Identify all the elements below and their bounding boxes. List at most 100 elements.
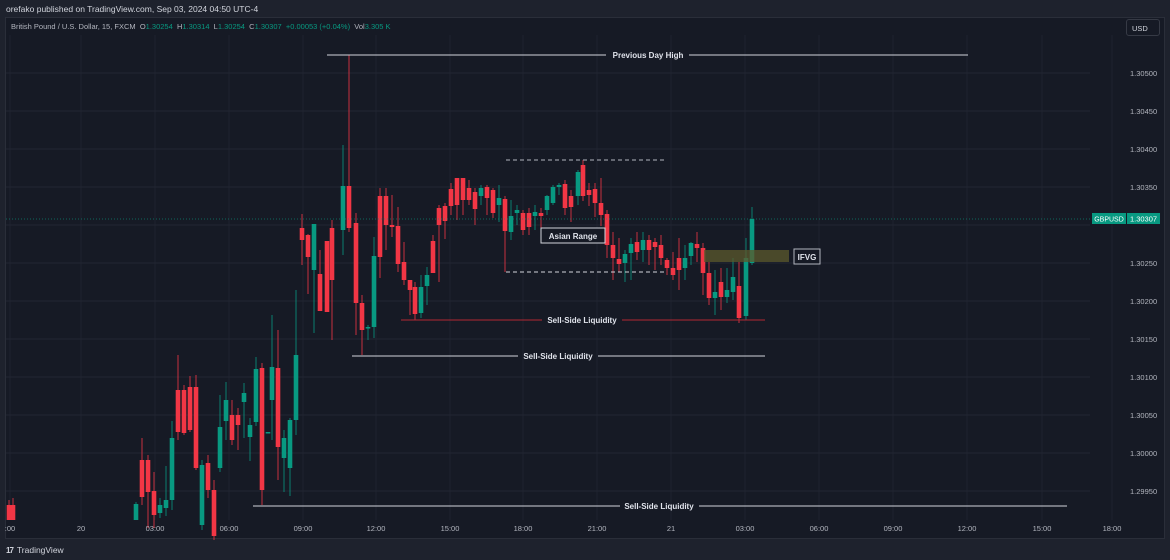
candle [217,395,223,472]
time-tick: 18:00 [1103,524,1122,533]
candle [401,242,407,285]
candle [712,270,718,315]
volume-value: 3.305 K [364,22,391,31]
candle [442,203,448,239]
candle [235,408,241,450]
candle [730,258,736,300]
symbol-description: British Pound / U.S. Dollar, 15, FXCM [11,22,136,31]
candle [418,275,424,318]
time-tick: 21 [667,524,675,533]
candle [389,195,395,237]
asian-range-label: Asian Range [549,232,598,241]
change-value: +0.00053 (+0.04%) [285,22,351,31]
candle [10,498,16,520]
candle [634,232,640,260]
symbol-badge-label: GBPUSD [1094,217,1124,224]
candle [508,200,514,240]
candle [187,376,193,432]
footer [0,540,1170,560]
candle [448,183,454,215]
price-tick: 1.30050 [1130,411,1157,420]
candle [586,183,592,206]
candle [550,185,556,205]
candle [353,213,359,335]
asian-range-box [540,227,606,244]
candle [682,245,688,280]
price-axis: 1.30500 1.30450 1.30400 1.30350 1.30250 1.302… [1130,69,1157,496]
candle [145,455,151,528]
candle [532,205,538,230]
candle [359,295,365,355]
candle [718,268,724,310]
publish-info: orefako published on TradingView.com, Se… [0,0,1170,18]
candle [562,180,568,215]
candle [205,455,211,498]
candle [478,185,484,205]
candle [293,290,299,435]
candle [610,232,616,280]
candle [460,178,466,215]
time-tick: 03:00 [146,524,165,533]
ifvg-zone [704,250,789,262]
candle [646,235,652,265]
price-tick: 1.30100 [1130,373,1157,382]
time-tick: 20 [77,524,85,533]
candle [520,210,526,235]
candle [211,480,217,540]
candle [670,252,676,280]
candle [676,238,682,290]
time-tick: :00 [5,524,15,533]
time-tick: 15:00 [1033,524,1052,533]
candle [664,258,670,275]
price-tick: 1.30450 [1130,107,1157,116]
candle [700,243,706,295]
drawings: Previous Day High Asian Range IFVG Sell-… [6,51,1090,511]
price-tick: 1.30500 [1130,69,1157,78]
high-value: 1.30314 [182,22,210,31]
candle [163,466,169,516]
candle [430,235,436,273]
candle [371,237,377,338]
time-tick: 12:00 [958,524,977,533]
candle [484,185,490,215]
candle [407,280,413,315]
candle [412,282,418,320]
candle [383,188,389,250]
tradingview-logo-icon: 17 [6,545,14,555]
candle [592,183,598,217]
currency-button[interactable]: USD [1126,19,1160,36]
chart-pane[interactable] [5,17,1165,539]
candlestick-series [6,55,755,540]
candle [724,268,730,303]
candle [299,214,305,265]
ifvg-label: IFVG [798,253,817,262]
candle [598,178,604,226]
time-tick: 18:00 [514,524,533,533]
last-price-badge [1127,213,1160,224]
candle [193,375,199,470]
candle [556,183,562,195]
price-tick: 1.30400 [1130,145,1157,154]
candle [241,383,247,438]
candle [454,178,460,220]
candle [622,250,628,282]
low-value: 1.30254 [217,22,245,31]
candle [736,262,742,323]
candle [305,234,311,294]
candle [640,232,646,262]
candle [377,188,383,278]
candle [175,355,181,440]
candle [365,325,371,340]
open-value: 1.30254 [145,22,173,31]
candle [223,382,229,440]
candle [269,315,275,440]
candle [502,196,508,272]
candle [139,438,145,505]
candle [628,238,634,280]
tradingview-logo[interactable]: 17 TradingView [6,545,64,555]
time-tick: 15:00 [441,524,460,533]
sell-side-liquidity-label-2: Sell-Side Liquidity [523,352,593,361]
candle [395,207,401,272]
brand-name: TradingView [16,545,64,555]
